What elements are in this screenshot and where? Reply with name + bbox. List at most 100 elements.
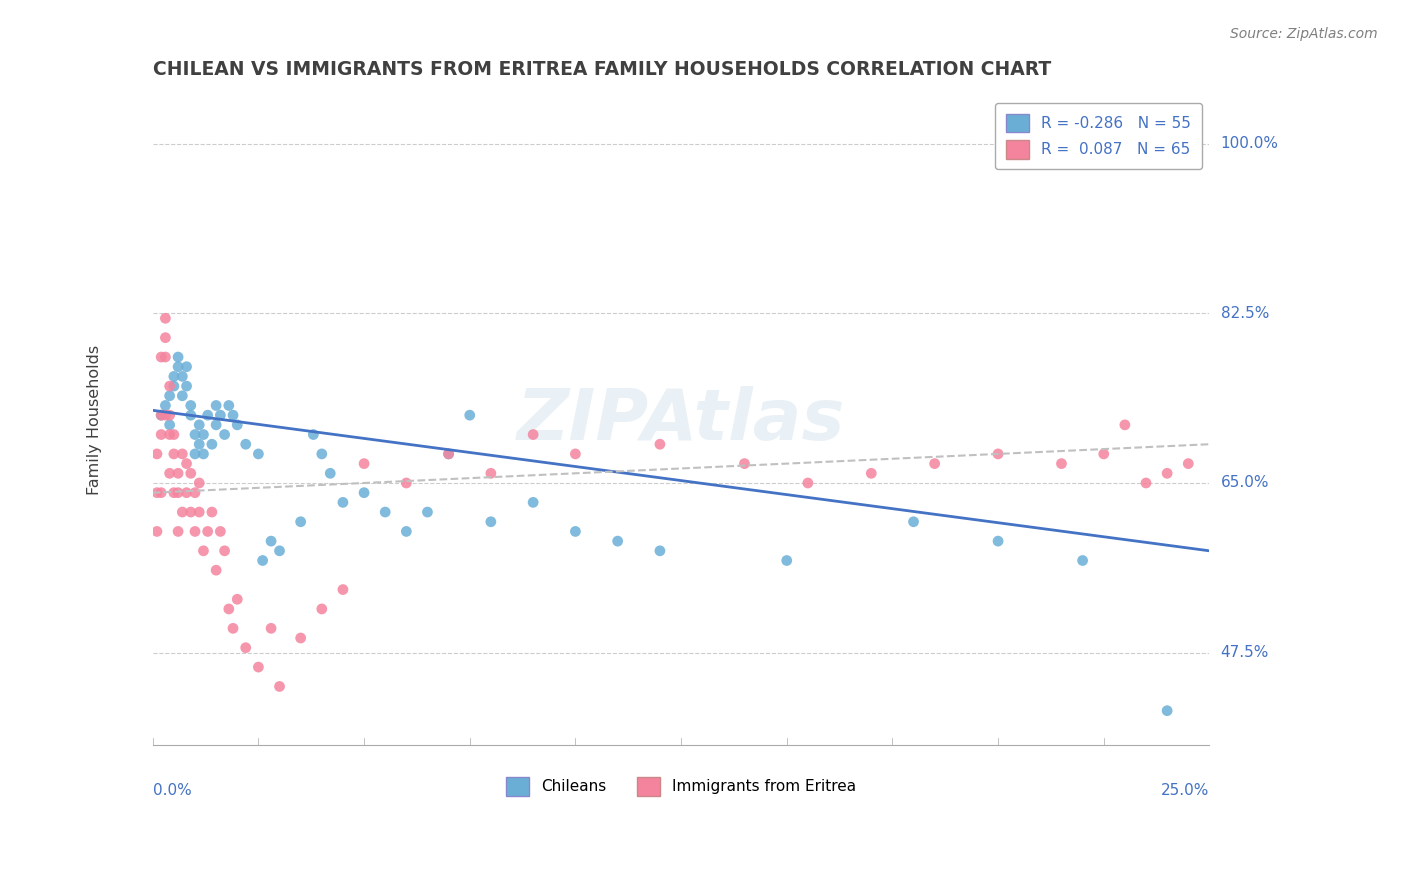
Point — [226, 417, 249, 432]
Point — [163, 485, 186, 500]
Point — [269, 680, 291, 694]
Point — [146, 447, 169, 461]
Point — [176, 359, 198, 374]
Point — [290, 631, 312, 645]
Point — [860, 467, 883, 481]
Point — [150, 408, 173, 422]
Point — [332, 582, 354, 597]
Point — [1092, 447, 1115, 461]
Point — [235, 640, 257, 655]
Point — [184, 524, 207, 539]
Point — [188, 475, 211, 490]
Text: 82.5%: 82.5% — [1220, 306, 1268, 321]
Point — [395, 475, 418, 490]
Point — [1156, 704, 1178, 718]
Point — [163, 369, 186, 384]
Point — [226, 592, 249, 607]
Point — [269, 544, 291, 558]
Point — [172, 447, 194, 461]
Point — [353, 485, 375, 500]
Point — [180, 408, 202, 422]
Point — [479, 515, 502, 529]
Point — [1114, 417, 1136, 432]
Point — [987, 447, 1010, 461]
Point — [155, 311, 177, 326]
Point — [733, 457, 755, 471]
Point — [987, 534, 1010, 549]
Point — [218, 602, 240, 616]
Point — [150, 427, 173, 442]
Point — [319, 467, 342, 481]
Point — [159, 427, 181, 442]
Point — [180, 399, 202, 413]
Point — [155, 331, 177, 345]
Point — [214, 427, 236, 442]
Point — [155, 408, 177, 422]
Point — [193, 447, 215, 461]
Point — [176, 457, 198, 471]
Point — [155, 399, 177, 413]
Text: Family Households: Family Households — [87, 345, 103, 495]
Point — [416, 505, 439, 519]
Point — [648, 437, 671, 451]
Point — [247, 660, 270, 674]
Point — [172, 369, 194, 384]
Point — [163, 379, 186, 393]
Point — [332, 495, 354, 509]
Point — [180, 505, 202, 519]
Point — [1135, 475, 1157, 490]
Point — [903, 515, 925, 529]
Point — [184, 485, 207, 500]
Point — [159, 408, 181, 422]
Point — [193, 427, 215, 442]
Point — [214, 544, 236, 558]
Point — [201, 437, 224, 451]
Point — [260, 621, 283, 635]
Point — [252, 553, 274, 567]
Point — [197, 524, 219, 539]
Point — [302, 427, 325, 442]
Point — [180, 467, 202, 481]
Point — [222, 621, 245, 635]
Point — [437, 447, 460, 461]
Point — [150, 408, 173, 422]
Text: ZIPAtlas: ZIPAtlas — [517, 385, 845, 455]
Point — [247, 447, 270, 461]
Text: Source: ZipAtlas.com: Source: ZipAtlas.com — [1230, 27, 1378, 41]
Point — [924, 457, 946, 471]
Point — [167, 350, 190, 364]
Point — [146, 524, 169, 539]
Point — [188, 437, 211, 451]
Point — [159, 467, 181, 481]
Text: 0.0%: 0.0% — [153, 783, 191, 798]
Point — [776, 553, 799, 567]
Point — [311, 602, 333, 616]
Point — [150, 485, 173, 500]
Point — [150, 350, 173, 364]
Legend: Chileans, Immigrants from Eritrea: Chileans, Immigrants from Eritrea — [501, 771, 862, 802]
Point — [167, 467, 190, 481]
Point — [163, 447, 186, 461]
Point — [176, 379, 198, 393]
Point — [374, 505, 396, 519]
Point — [146, 485, 169, 500]
Point — [159, 389, 181, 403]
Point — [395, 524, 418, 539]
Point — [797, 475, 820, 490]
Point — [522, 427, 544, 442]
Point — [163, 427, 186, 442]
Point — [222, 408, 245, 422]
Point — [209, 524, 232, 539]
Point — [167, 359, 190, 374]
Point — [193, 544, 215, 558]
Point — [290, 515, 312, 529]
Point — [167, 485, 190, 500]
Point — [648, 544, 671, 558]
Point — [1071, 553, 1094, 567]
Text: 100.0%: 100.0% — [1220, 136, 1278, 152]
Point — [353, 457, 375, 471]
Point — [159, 417, 181, 432]
Point — [188, 417, 211, 432]
Point — [184, 427, 207, 442]
Point — [437, 447, 460, 461]
